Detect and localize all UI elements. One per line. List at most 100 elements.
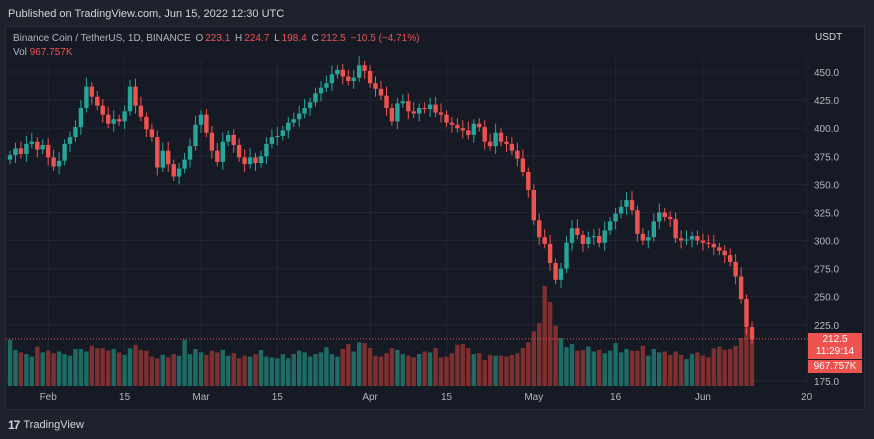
- volume-label: Vol: [13, 47, 27, 58]
- last-price-value: 212.5: [822, 334, 848, 345]
- volume-bar: [684, 359, 689, 386]
- volume-bar: [280, 354, 285, 386]
- candle-body: [187, 146, 193, 160]
- candle-body: [662, 212, 667, 217]
- volume-bar: [258, 349, 264, 386]
- candle-body: [542, 237, 547, 244]
- candle-body: [40, 145, 45, 150]
- candle-body: [7, 155, 13, 160]
- volume-bar: [7, 339, 13, 386]
- candle-body: [198, 114, 204, 125]
- volume-bar: [51, 353, 56, 386]
- volume-bar: [335, 356, 340, 386]
- volume-bar: [586, 346, 591, 386]
- candle-body: [166, 150, 171, 165]
- candle-body: [182, 159, 187, 169]
- volume-bar: [547, 302, 553, 386]
- volume-bar: [367, 348, 373, 386]
- candle-body: [668, 216, 673, 220]
- x-tick-label: Feb: [40, 392, 58, 403]
- footer: [0, 413, 874, 439]
- volume-bar: [73, 349, 78, 386]
- candle-body: [531, 190, 536, 221]
- volume-bar: [526, 342, 531, 386]
- volume-bar: [286, 358, 291, 386]
- volume-bar: [569, 344, 575, 386]
- tradingview-brand: TradingView: [23, 419, 84, 431]
- candle-body: [449, 122, 455, 125]
- volume-bar: [56, 351, 62, 386]
- candle-body: [24, 143, 29, 154]
- candle-body: [367, 70, 373, 84]
- candle-body: [651, 221, 656, 238]
- candle-body: [346, 76, 351, 81]
- candle-body: [286, 122, 291, 131]
- volume-bar: [155, 358, 160, 386]
- candle-body: [100, 105, 105, 115]
- volume-bar: [471, 354, 476, 386]
- volume-bar: [460, 344, 465, 386]
- volume-bar: [291, 354, 296, 386]
- candle-body: [106, 114, 111, 124]
- x-tick-label: 15: [272, 392, 284, 403]
- candle-body: [607, 221, 613, 231]
- x-tick-label: Mar: [192, 392, 210, 403]
- volume-bar: [738, 338, 744, 386]
- candle-body: [684, 239, 689, 241]
- volume-bar: [706, 357, 711, 386]
- candle-body: [258, 156, 264, 163]
- volume-bar: [662, 351, 667, 386]
- volume-bar: [515, 353, 520, 386]
- volume-bar: [220, 349, 225, 386]
- volume-bar: [722, 349, 727, 386]
- candle-body: [575, 228, 580, 235]
- y-tick-label: 250.0: [814, 293, 839, 304]
- tradingview-logo[interactable]: 17 TradingView: [8, 418, 84, 432]
- volume-bar: [417, 354, 422, 386]
- volume-bar: [597, 349, 602, 386]
- x-tick-label: 16: [610, 392, 622, 403]
- candle-body: [744, 299, 749, 328]
- candle-body: [738, 276, 744, 299]
- volume-bar: [89, 345, 94, 386]
- volume-bar: [395, 349, 400, 386]
- candle-body: [433, 104, 438, 113]
- volume-bar: [520, 348, 526, 386]
- candle-body: [498, 132, 504, 142]
- candle-body: [95, 96, 100, 106]
- candle-body: [493, 132, 498, 147]
- candle-body: [569, 228, 575, 243]
- candle-body: [635, 210, 640, 234]
- y-tick-label: 400.0: [814, 124, 839, 135]
- volume-bar: [318, 352, 324, 386]
- volume-bar: [275, 358, 280, 386]
- volume-bar: [744, 328, 749, 386]
- volume-bar: [204, 354, 209, 386]
- x-tick-label: 20: [801, 392, 813, 403]
- candle-body: [378, 88, 384, 96]
- last-price-tag: 212.5 11:29:14: [808, 333, 862, 359]
- volume-bar: [498, 355, 504, 386]
- candle-body: [231, 134, 236, 145]
- volume-bar: [406, 355, 411, 386]
- volume-bar: [433, 348, 438, 386]
- volume-bar: [607, 350, 613, 386]
- candle-body: [547, 243, 553, 263]
- volume-bar: [46, 350, 51, 386]
- candle-body: [487, 141, 493, 147]
- volume-bar: [100, 348, 105, 386]
- volume-bar: [340, 349, 345, 386]
- x-tick-label: Jun: [695, 392, 711, 403]
- chart-area[interactable]: [5, 26, 865, 410]
- candle-body: [717, 247, 722, 251]
- candle-body: [302, 108, 307, 114]
- volume-bar: [711, 348, 716, 386]
- y-tick-label: 325.0: [814, 209, 839, 220]
- volume-bar: [193, 349, 198, 386]
- volume-bar: [733, 345, 738, 386]
- volume-bar: [144, 350, 149, 386]
- volume-bar: [477, 353, 482, 386]
- candle-body: [171, 164, 176, 177]
- candle-body: [329, 74, 335, 84]
